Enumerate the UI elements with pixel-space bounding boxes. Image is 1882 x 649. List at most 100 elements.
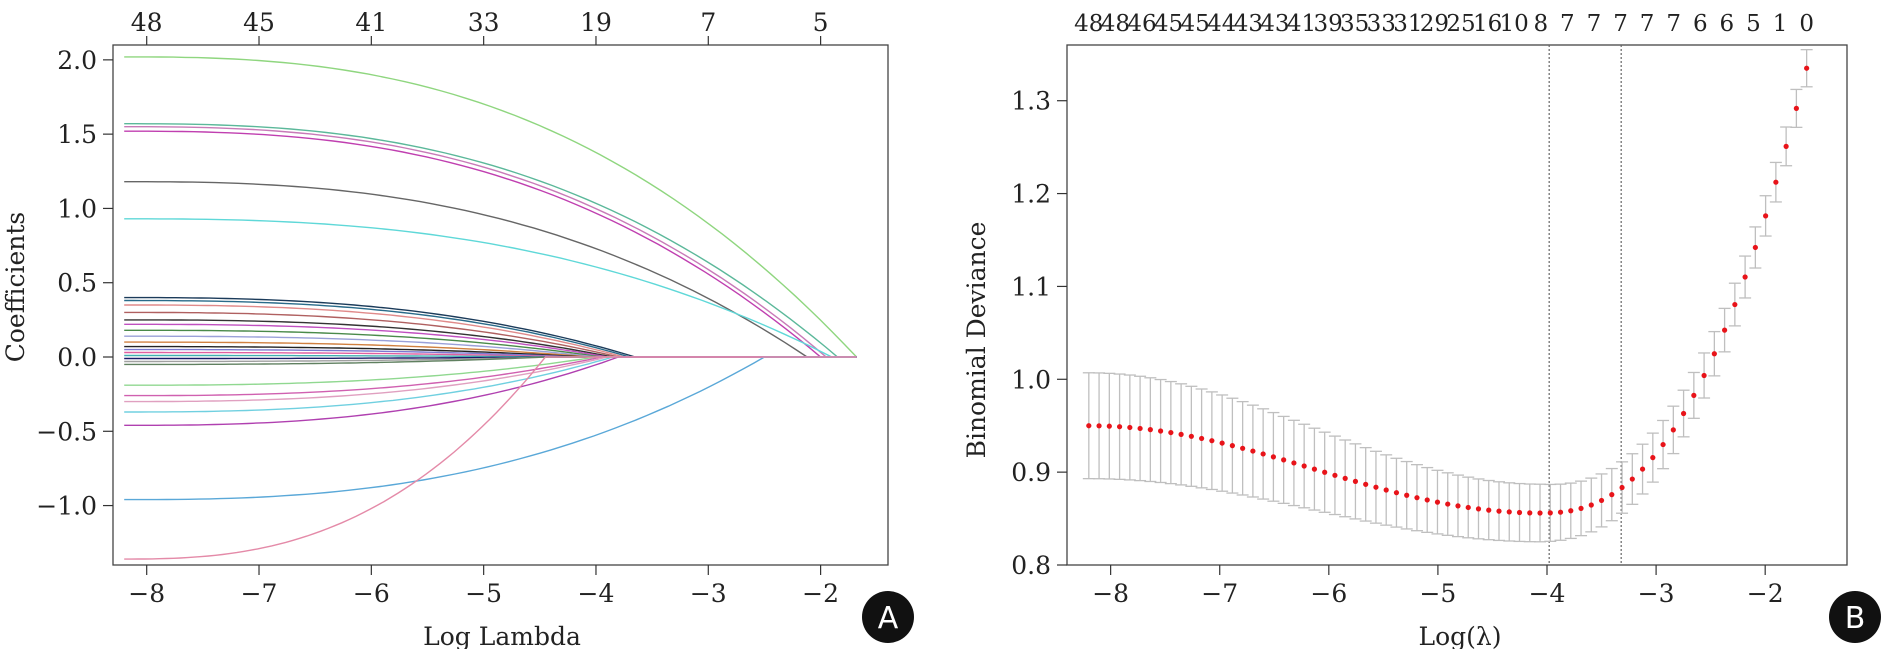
coefficient-line-path-23 <box>124 356 857 386</box>
panel-a-plot-frame <box>112 44 889 566</box>
deviance-point <box>1793 105 1799 111</box>
deviance-point <box>1773 179 1779 185</box>
coefficient-line-path-13 <box>124 329 857 358</box>
deviance-point <box>1465 504 1471 511</box>
panel-b-top-tick-label: 0 <box>1799 11 1814 37</box>
deviance-point <box>1434 499 1441 505</box>
panel-b-top-tick-label: 7 <box>1640 11 1655 37</box>
panel-b-y-axis: 0.8 0.9 1.0 1.1 1.2 1.3 <box>1011 87 1067 580</box>
panel-b-badge-label: B <box>1845 601 1866 636</box>
coefficient-line-path-17 <box>124 348 857 358</box>
panel-b-x-tick-label: −6 <box>1310 579 1347 608</box>
deviance-point <box>1116 424 1123 430</box>
panel-b-badge <box>1829 591 1881 643</box>
coefficient-line-path-2 <box>124 122 857 358</box>
deviance-point <box>1783 143 1789 149</box>
deviance-point <box>1404 492 1410 498</box>
deviance-point <box>1332 472 1338 478</box>
deviance-point <box>1281 457 1287 463</box>
deviance-point <box>1240 445 1246 451</box>
deviance-point <box>1250 448 1256 454</box>
deviance-point <box>1086 423 1092 429</box>
deviance-point <box>1486 507 1492 513</box>
panel-a-top-tick-label: 41 <box>355 8 387 37</box>
panel-b-top-tick-label: 5 <box>1746 11 1761 37</box>
panel-b-top-tick-label: 7 <box>1560 11 1575 37</box>
deviance-point <box>1722 327 1728 333</box>
coefficient-line-path-19 <box>124 354 857 358</box>
panel-b-top-tick-label: 43 <box>1234 11 1263 37</box>
panel-a-top-axis: 48 45 41 33 19 7 5 <box>131 8 829 45</box>
panel-b-x-tick-label: −3 <box>1638 579 1675 608</box>
deviance-point <box>1742 274 1748 280</box>
deviance-point <box>1804 65 1810 71</box>
deviance-point <box>1393 490 1400 496</box>
panel-b-top-tick-label: 25 <box>1446 11 1475 37</box>
panel-a-top-tick-label: 48 <box>131 8 163 37</box>
panel-b-y-axis-title: Binomial Deviance <box>962 222 991 459</box>
panel-a-badge-label: A <box>878 601 899 636</box>
panel-a-top-tick-label: 7 <box>700 8 716 37</box>
panel-b-top-tick-label: 39 <box>1313 11 1342 37</box>
deviance-point <box>1322 469 1328 475</box>
panel-a-y-tick-label: 1.0 <box>57 194 97 223</box>
panel-a-y-tick-label: −0.5 <box>36 417 97 446</box>
panel-b-y-tick-label: 0.9 <box>1011 458 1051 487</box>
panel-b-top-tick-label: 35 <box>1340 11 1369 37</box>
coefficient-line-path-8 <box>124 299 857 358</box>
deviance-point <box>1475 506 1482 512</box>
deviance-point <box>1568 508 1574 514</box>
deviance-point <box>1680 410 1687 417</box>
panel-a-badge <box>862 591 914 643</box>
panel-a-y-tick-label: 0.0 <box>57 343 97 372</box>
deviance-point <box>1670 427 1676 433</box>
coefficient-line-path-10 <box>124 311 857 358</box>
deviance-point <box>1660 441 1666 448</box>
deviance-point <box>1609 492 1615 498</box>
panel-b-y-tick-label: 1.0 <box>1011 365 1051 394</box>
panel-b-top-tick-label: 6 <box>1720 11 1735 37</box>
deviance-point <box>1701 372 1707 379</box>
deviance-point <box>1639 466 1646 472</box>
deviance-point <box>1506 509 1512 515</box>
coefficient-line-path-12 <box>124 323 857 358</box>
deviance-point <box>1178 431 1184 437</box>
coefficient-line-path-5 <box>124 180 857 358</box>
coefficient-line-path-24 <box>124 356 857 397</box>
coefficient-line-path-20 <box>124 356 857 360</box>
deviance-point <box>1732 301 1738 308</box>
deviance-point <box>1373 484 1379 490</box>
deviance-point <box>1106 423 1112 429</box>
deviance-point <box>1219 440 1225 446</box>
panel-b-top-tick-label: 7 <box>1587 11 1602 37</box>
panel-a-x-axis-title: Log Lambda <box>423 622 581 649</box>
deviance-point <box>1229 443 1235 449</box>
panel-a-y-tick-label: 1.5 <box>57 120 97 149</box>
panel-b-top-tick-label: 10 <box>1500 11 1529 37</box>
coefficient-line-path-3 <box>124 125 857 358</box>
coefficient-line-path-11 <box>124 319 857 358</box>
coefficient-line-path-28 <box>124 356 857 501</box>
deviance-point <box>1352 478 1359 484</box>
deviance-point <box>1496 508 1502 514</box>
coefficient-line-path-21 <box>124 356 857 363</box>
panel-b-y-tick-label: 1.3 <box>1011 87 1051 116</box>
deviance-point <box>1516 509 1523 516</box>
panel-b-x-tick-label: −2 <box>1747 579 1784 608</box>
panel-b-top-tick-label: 33 <box>1367 11 1396 37</box>
coefficient-line-path-29 <box>124 356 857 560</box>
coefficient-line-path-22 <box>124 356 857 366</box>
deviance-point <box>1096 423 1102 429</box>
panel-b-top-tick-label: 6 <box>1693 11 1708 37</box>
deviance-point <box>1537 510 1543 516</box>
panel-a-x-tick-label: −7 <box>241 579 278 608</box>
deviance-point <box>1598 497 1605 504</box>
panel-a-top-tick-label: 19 <box>580 8 612 37</box>
coefficient-line-path-7 <box>124 296 857 358</box>
deviance-point <box>1158 428 1164 434</box>
panel-b-top-tick-label: 48 <box>1101 11 1130 37</box>
coefficient-line-path-4 <box>124 130 857 358</box>
deviance-point <box>1752 244 1758 251</box>
panel-b-top-tick-label: 45 <box>1154 11 1183 37</box>
